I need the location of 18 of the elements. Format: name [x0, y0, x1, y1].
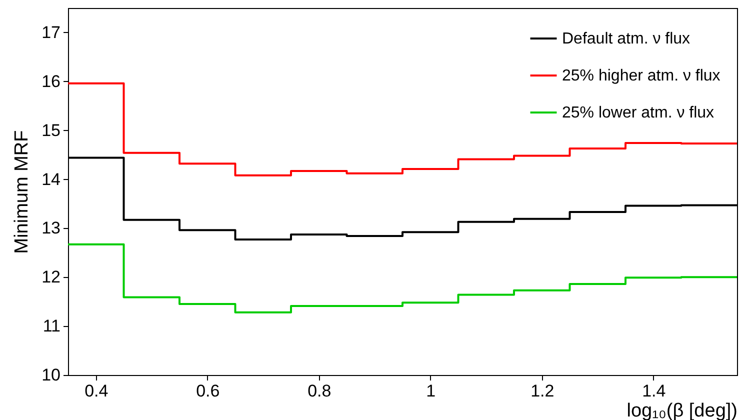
y-tick-label: 14 [42, 170, 60, 189]
y-tick-label: 15 [42, 120, 60, 140]
y-tick-label: 17 [42, 22, 60, 42]
y-axis-title: Minimum MRF [12, 130, 33, 254]
x-tick-label: 0.8 [308, 382, 332, 400]
x-tick-label: 0.6 [196, 382, 220, 400]
x-tick-label: 1 [426, 382, 436, 400]
y-tick-label: 11 [42, 316, 60, 336]
x-tick-label: 1.2 [530, 382, 554, 400]
x-tick-label: 1.4 [642, 382, 666, 400]
x-tick-label: 0.4 [84, 382, 108, 400]
legend-label: 25% higher atm. ν flux [562, 68, 720, 84]
y-tick-label: 13 [42, 218, 60, 238]
y-tick-label: 16 [42, 72, 60, 91]
legend-label: 25% lower atm. ν flux [562, 104, 714, 122]
y-tick-label: 10 [42, 366, 60, 384]
y-tick-label: 12 [42, 268, 60, 287]
legend-label: Default atm. ν flux [562, 30, 690, 48]
